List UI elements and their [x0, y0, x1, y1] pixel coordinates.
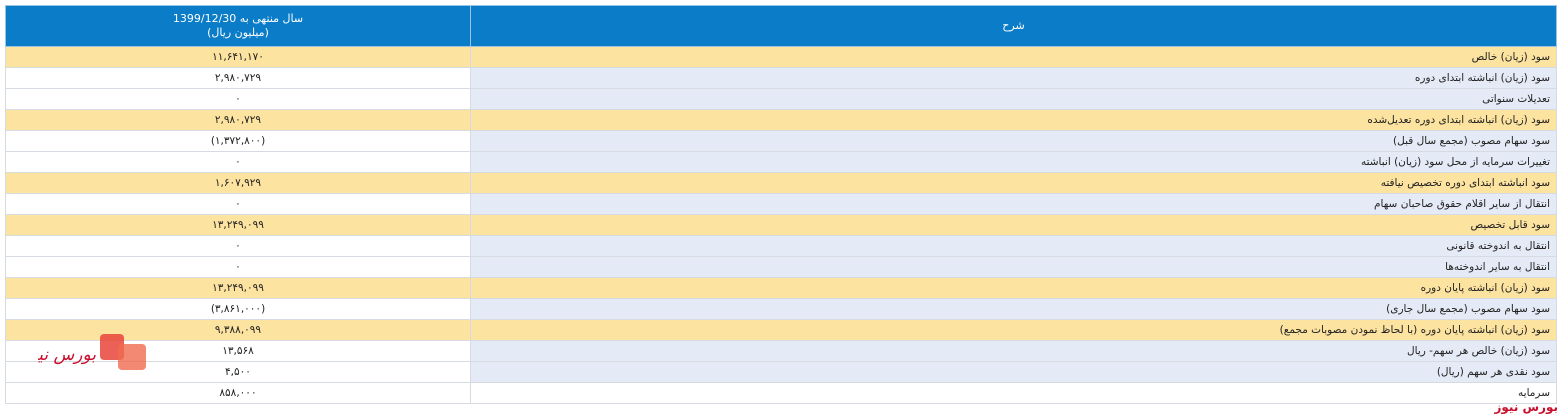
table-body: ۱۱,۶۴۱,۱۷۰ سود (زیان) خالص ۲,۹۸۰,۷۲۹ سود (ز… [5, 46, 1557, 404]
value-cell: ۰ [5, 256, 471, 278]
desc-cell: انتقال به اندوخته قانونی [470, 235, 1557, 257]
desc-cell: سود قابل تخصیص [470, 214, 1557, 236]
value-cell: (۳,۸۶۱,۰۰۰) [5, 298, 471, 320]
header-text: سال منتهی به 1399/12/30 [172, 12, 304, 25]
table-row: ۴,۵۰۰ سود نقدی هر سهم (ریال) [5, 361, 1557, 383]
header-text: (میلیون ریال) [207, 26, 269, 39]
table-row: ۰ انتقال به سایر اندوخته‌ها [5, 256, 1557, 278]
value-cell: ۲,۹۸۰,۷۲۹ [5, 109, 471, 131]
footer-brand: بورس نیوز [1494, 400, 1558, 414]
value-cell: ۱۳,۲۴۹,۰۹۹ [5, 277, 471, 299]
table-row: ۱۳,۲۴۹,۰۹۹ سود قابل تخصیص [5, 214, 1557, 236]
logo-shape [118, 344, 146, 370]
desc-cell: سود (زیان) خالص هر سهم- ریال [470, 340, 1557, 362]
table-row: ۲,۹۸۰,۷۲۹ سود (زیان) انباشته ابتدای دوره … [5, 109, 1557, 131]
desc-cell: سود سهام مصوب (مجمع سال جاری) [470, 298, 1557, 320]
table-row: ۰ تعدیلات سنواتی [5, 88, 1557, 110]
desc-cell: سود (زیان) خالص [470, 46, 1557, 68]
desc-cell: سود (زیان) انباشته ابتدای دوره [470, 67, 1557, 89]
table-row: ۱۳,۲۴۹,۰۹۹ سود (زیان) انباشته پایان دوره [5, 277, 1557, 299]
desc-cell: سرمایه [470, 382, 1557, 404]
table-row: ۹,۳۸۸,۰۹۹ سود (زیان) انباشته پایان دوره (… [5, 319, 1557, 341]
table-row: ۲,۹۸۰,۷۲۹ سود (زیان) انباشته ابتدای دوره [5, 67, 1557, 89]
value-cell: ۱۳,۲۴۹,۰۹۹ [5, 214, 471, 236]
table-row: ۱,۶۰۷,۹۲۹ سود انباشته ابتدای دوره تخصیص ن… [5, 172, 1557, 194]
value-cell: ۱۱,۶۴۱,۱۷۰ [5, 46, 471, 68]
header-row: سال منتهی به 1399/12/30 (میلیون ریال) شرح [5, 5, 1557, 47]
desc-cell: سود انباشته ابتدای دوره تخصیص نیافته [470, 172, 1557, 194]
desc-cell: سود (زیان) انباشته ابتدای دوره تعدیل‌شده [470, 109, 1557, 131]
value-cell: (۱,۳۷۲,۸۰۰) [5, 130, 471, 152]
desc-cell: تعدیلات سنواتی [470, 88, 1557, 110]
watermark-logo: بورس نیوز [38, 334, 146, 370]
table-row: (۳,۸۶۱,۰۰۰) سود سهام مصوب (مجمع سال جاری) [5, 298, 1557, 320]
value-cell: ۲,۹۸۰,۷۲۹ [5, 67, 471, 89]
table-row: ۱۱,۶۴۱,۱۷۰ سود (زیان) خالص [5, 46, 1557, 68]
watermark-text: بورس نیوز [38, 345, 96, 365]
value-cell: ۸۵۸,۰۰۰ [5, 382, 471, 404]
desc-cell: سود سهام مصوب (مجمع سال قبل) [470, 130, 1557, 152]
value-header: سال منتهی به 1399/12/30 (میلیون ریال) [5, 5, 471, 47]
table: سال منتهی به 1399/12/30 (میلیون ریال) شرح… [5, 5, 1557, 404]
desc-cell: انتقال به سایر اندوخته‌ها [470, 256, 1557, 278]
desc-cell: تغییرات سرمایه از محل سود (زیان) انباشته [470, 151, 1557, 173]
table-row: ۱۳,۵۶۸ سود (زیان) خالص هر سهم- ریال [5, 340, 1557, 362]
desc-cell: انتقال از سایر اقلام حقوق صاحبان سهام [470, 193, 1557, 215]
desc-cell: سود (زیان) انباشته پایان دوره (با لحاظ ن… [470, 319, 1557, 341]
table-row: (۱,۳۷۲,۸۰۰) سود سهام مصوب (مجمع سال قبل) [5, 130, 1557, 152]
value-cell: ۱,۶۰۷,۹۲۹ [5, 172, 471, 194]
value-cell: ۰ [5, 88, 471, 110]
table-row: ۰ انتقال به اندوخته قانونی [5, 235, 1557, 257]
value-cell: ۰ [5, 193, 471, 215]
table-row: ۰ انتقال از سایر اقلام حقوق صاحبان سهام [5, 193, 1557, 215]
desc-header: شرح [470, 5, 1557, 47]
table-row: ۰ تغییرات سرمایه از محل سود (زیان) انباشت… [5, 151, 1557, 173]
value-cell: ۰ [5, 235, 471, 257]
value-cell: ۰ [5, 151, 471, 173]
table-row: ۸۵۸,۰۰۰ سرمایه [5, 382, 1557, 404]
desc-cell: سود نقدی هر سهم (ریال) [470, 361, 1557, 383]
desc-cell: سود (زیان) انباشته پایان دوره [470, 277, 1557, 299]
